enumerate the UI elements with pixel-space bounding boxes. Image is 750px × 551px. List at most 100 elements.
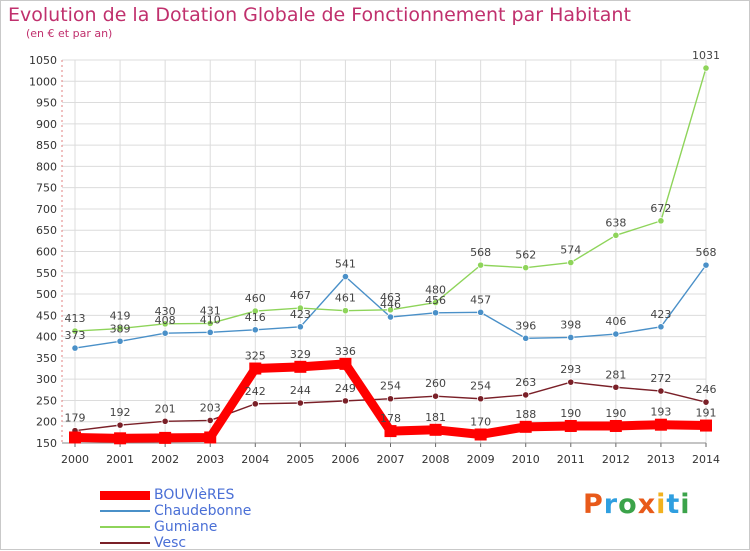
x-tick-label: 2008 [422, 453, 450, 466]
data-point [702, 398, 710, 406]
data-point [567, 258, 575, 267]
data-label: 254 [470, 380, 491, 393]
data-label: 408 [155, 314, 176, 327]
data-label: 190 [560, 407, 581, 420]
data-point [429, 423, 442, 436]
y-tick-label: 1000 [29, 75, 57, 88]
data-label: 188 [515, 408, 536, 421]
data-point [384, 425, 397, 438]
data-point [386, 306, 395, 314]
data-label: 672 [650, 202, 671, 215]
data-label: 263 [515, 376, 536, 389]
data-point [657, 217, 665, 225]
data-point [657, 387, 665, 395]
x-tick-label: 2007 [377, 453, 405, 466]
x-tick-label: 2002 [151, 453, 179, 466]
data-label: 463 [380, 291, 401, 304]
legend-swatch [100, 526, 150, 528]
data-label: 413 [65, 312, 86, 325]
y-tick-label: 250 [36, 394, 57, 407]
y-tick-label: 800 [36, 160, 57, 173]
data-point [206, 416, 214, 425]
chart-title: Evolution de la Dotation Globale de Fonc… [8, 4, 631, 26]
data-point [477, 395, 485, 403]
x-tick-label: 2012 [602, 453, 630, 466]
x-tick-label: 2013 [647, 453, 675, 466]
data-label: 293 [560, 363, 581, 376]
data-label: 193 [650, 406, 671, 419]
data-point [657, 323, 665, 331]
logo-letter: x [637, 489, 657, 520]
logo-letter: o [618, 489, 638, 520]
legend-swatch [100, 490, 150, 500]
x-tick-label: 2004 [241, 453, 269, 466]
y-tick-label: 500 [36, 288, 57, 301]
legend-swatch [100, 542, 150, 544]
y-tick-label: 950 [36, 97, 57, 110]
data-point [296, 323, 304, 331]
data-point [654, 418, 667, 431]
data-label: 638 [605, 216, 626, 229]
legend-label: Vesc [154, 535, 187, 551]
data-point [249, 362, 262, 375]
data-label: 178 [380, 412, 401, 425]
data-label: 329 [290, 348, 311, 361]
x-tick-label: 2006 [331, 453, 359, 466]
legend-swatch [100, 510, 150, 512]
data-point [116, 324, 124, 333]
y-tick-label: 550 [36, 267, 57, 280]
y-tick-label: 600 [36, 246, 57, 259]
data-label: 260 [425, 377, 446, 390]
data-point [612, 383, 620, 391]
data-label: 181 [425, 411, 446, 424]
y-tick-label: 750 [36, 182, 57, 195]
data-point [702, 261, 710, 269]
x-tick-label: 2014 [692, 453, 720, 466]
data-label: 419 [110, 310, 131, 323]
data-point [341, 307, 350, 315]
y-tick-label: 350 [36, 352, 57, 365]
data-label: 249 [335, 382, 356, 395]
data-label: 467 [290, 289, 311, 302]
data-point [206, 319, 214, 328]
data-label: 480 [425, 284, 446, 297]
data-label: 541 [335, 258, 356, 271]
data-point [341, 397, 350, 405]
legend-label: BOUVIèRES [154, 487, 235, 503]
data-point [567, 378, 575, 386]
data-label: 568 [470, 246, 491, 259]
data-point [161, 320, 169, 328]
data-point [431, 298, 440, 307]
data-label: 456 [425, 294, 446, 307]
x-tick-label: 2000 [61, 453, 89, 466]
data-point [161, 329, 169, 337]
data-label: 398 [560, 318, 581, 331]
data-label: 272 [650, 372, 671, 385]
data-point [341, 273, 350, 281]
data-label: 191 [696, 407, 717, 420]
y-tick-label: 200 [36, 416, 57, 429]
data-point [251, 326, 259, 334]
y-tick-label: 650 [36, 224, 57, 237]
data-label: 242 [245, 385, 266, 398]
y-tick-label: 850 [36, 139, 57, 152]
legend-label: Chaudebonne [154, 503, 252, 519]
data-point [114, 432, 127, 445]
y-tick-label: 150 [36, 437, 57, 450]
data-label: 396 [515, 319, 536, 332]
x-tick-label: 2011 [557, 453, 585, 466]
data-point [251, 400, 259, 408]
data-point [700, 419, 712, 432]
data-point [522, 391, 530, 399]
data-point [477, 261, 485, 269]
data-label: 410 [200, 313, 221, 326]
y-tick-label: 450 [36, 309, 57, 322]
data-point [612, 330, 620, 338]
data-point [159, 431, 172, 444]
data-point [522, 334, 530, 342]
data-label: 406 [605, 315, 626, 328]
data-point [477, 308, 485, 316]
data-point [116, 421, 124, 429]
data-point [161, 417, 169, 425]
